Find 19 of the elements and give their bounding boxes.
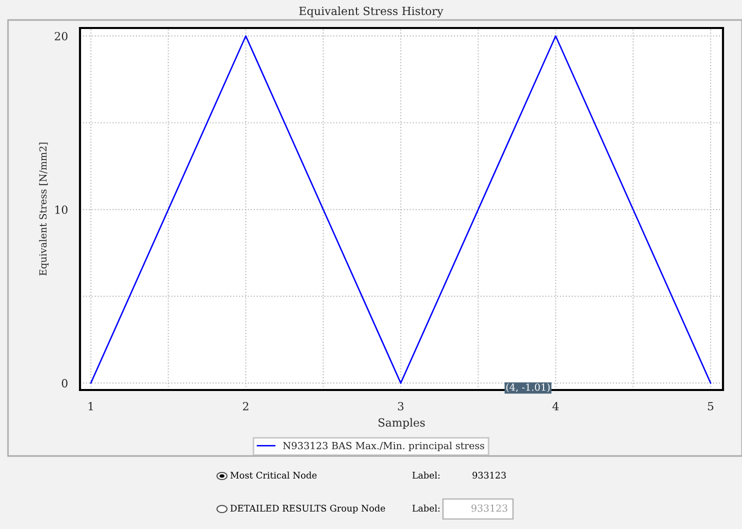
text: 933123: [472, 504, 508, 512]
text: Most Critical Node: [230, 472, 317, 479]
x-tick-label: 3: [398, 402, 404, 410]
x-tick-label: 4: [552, 402, 559, 410]
annotation: (4, -1.01): [506, 383, 550, 392]
text: 933123: [472, 472, 506, 479]
x-tick-label: 2: [243, 402, 248, 410]
y-tick-label: 10: [55, 205, 68, 214]
y-tick-label: 20: [54, 32, 68, 40]
x-tick-label: 5: [708, 402, 714, 410]
chart-title: Equivalent Stress History: [299, 6, 444, 18]
x-axis-title: Samples: [378, 418, 425, 429]
legend-label: N933123 BAS Max./Min. principal stress: [283, 442, 484, 452]
text: DETAILED RESULTS Group Node: [230, 504, 386, 514]
text: Label:: [412, 504, 440, 512]
text: Label:: [412, 472, 440, 479]
x-tick-label: 1: [88, 402, 93, 410]
y-axis-title: Equivalent Stress [N/mm2]: [39, 142, 48, 276]
y-tick-label: 0: [62, 379, 68, 388]
